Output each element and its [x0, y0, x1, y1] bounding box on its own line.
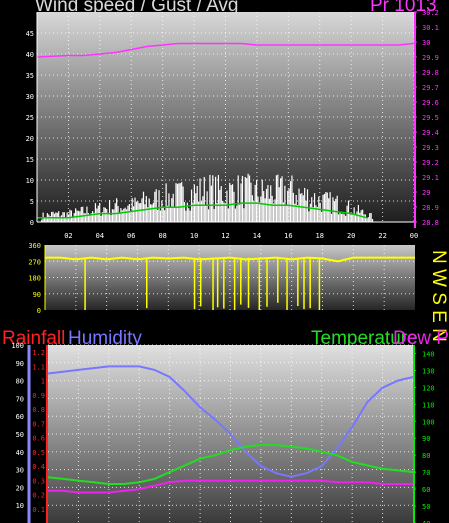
y-rain-tick-label: 0.4	[32, 463, 45, 471]
x-tick-label: 20	[347, 232, 355, 240]
humidity-temp-axes: 10 20 30 40 50 60 70 80 90 100 0.1 0.2 0.3 0.4 0.5 0.6 0…	[11, 342, 435, 523]
direction-grid	[45, 245, 415, 310]
humidity-label: Humidity	[68, 328, 142, 349]
pressure-line	[36, 42, 415, 58]
y-rain-tick-label: 0.1	[32, 506, 45, 514]
x-tick-label: 18	[316, 232, 324, 240]
y-temp-tick-label: 130	[422, 367, 435, 375]
y-rain-tick-label: 0.5	[32, 449, 45, 457]
y-humidity-tick-label: 90	[16, 360, 24, 368]
y-rain-tick-label: 0.7	[32, 420, 45, 428]
direction-axes: 0 90 180 270 360	[28, 242, 46, 315]
y-right-tick-label: 29.4	[422, 129, 439, 137]
y-right-tick-label: 30	[422, 39, 430, 47]
x-tick-label: 22	[378, 232, 386, 240]
y-temp-tick-label: 80	[422, 452, 430, 460]
wind-pressure-series	[36, 42, 415, 222]
y-right-tick-label: 30.2	[422, 9, 439, 17]
direction-line	[45, 256, 415, 263]
y-humidity-tick-label: 10	[16, 502, 24, 510]
x-tick-label: 14	[253, 232, 261, 240]
y-humidity-tick-label: 20	[16, 484, 24, 492]
y-humidity-tick-label: 60	[16, 413, 24, 421]
y-rain-tick-label: 0.9	[32, 392, 45, 400]
y-temp-tick-label: 100	[422, 418, 435, 426]
y-humidity-tick-label: 100	[11, 342, 24, 350]
y-right-tick-label: 29.2	[422, 159, 439, 167]
y-rain-tick-label: 1.2	[32, 349, 45, 357]
x-tick-label: 06	[127, 232, 135, 240]
y-right-tick-label: 29.6	[422, 99, 439, 107]
y-tick-label: 360	[28, 242, 41, 250]
dewpoint-label: Dew Point	[393, 328, 449, 349]
y-temp-tick-label: 50	[422, 503, 430, 511]
y-left-tick-label: 35	[26, 72, 34, 80]
dewpoint-line	[48, 479, 413, 494]
y-rain-tick-label: 0.6	[32, 435, 45, 443]
wind-pressure-axes: 0 5 10 15 20 25 30 35 40 45 02 04 06 08 10 12 14 16 18 20 22…	[26, 9, 439, 240]
y-tick-label: 270	[28, 258, 41, 266]
y-temp-tick-label: 60	[422, 486, 430, 494]
y-humidity-tick-label: 30	[16, 467, 24, 475]
y-right-tick-label: 29	[422, 189, 430, 197]
y-left-tick-label: 15	[26, 156, 34, 164]
y-left-tick-label: 20	[26, 135, 34, 143]
y-temp-tick-label: 70	[422, 469, 430, 477]
y-temp-tick-label: 110	[422, 401, 435, 409]
y-temp-tick-label: 120	[422, 384, 435, 392]
y-left-tick-label: 10	[26, 177, 34, 185]
y-rain-tick-label: 1.1	[32, 363, 45, 371]
y-rain-tick-label: 1	[41, 378, 45, 386]
x-tick-label: 02	[64, 232, 72, 240]
y-right-tick-label: 30.1	[422, 24, 439, 32]
y-left-tick-label: 30	[26, 93, 34, 101]
y-right-tick-label: 29.3	[422, 144, 439, 152]
x-tick-label: 10	[190, 232, 198, 240]
y-temp-tick-label: 40	[422, 520, 430, 523]
y-tick-label: 0	[37, 307, 41, 315]
y-rain-tick-label: 0.8	[32, 406, 45, 414]
y-temp-tick-label: 90	[422, 435, 430, 443]
y-right-tick-label: 29.9	[422, 54, 439, 62]
y-left-tick-label: 45	[26, 30, 34, 38]
y-humidity-tick-label: 40	[16, 449, 24, 457]
y-right-tick-label: 29.8	[422, 69, 439, 77]
y-left-tick-label: 40	[26, 51, 34, 59]
y-rain-tick-label: 0.3	[32, 477, 45, 485]
y-left-tick-label: 5	[30, 198, 34, 206]
humidity-line	[47, 365, 414, 478]
direction-series	[45, 256, 415, 310]
y-rain-tick-label: 0.2	[32, 492, 45, 500]
y-right-tick-label: 28.8	[422, 219, 439, 227]
y-humidity-tick-label: 50	[16, 431, 24, 439]
y-right-tick-label: 28.9	[422, 204, 439, 212]
x-tick-label: 12	[221, 232, 229, 240]
y-left-tick-label: 25	[26, 114, 34, 122]
temperature-label: Temperature	[311, 328, 418, 349]
y-tick-label: 90	[33, 291, 41, 299]
x-tick-label: 04	[96, 232, 104, 240]
y-right-tick-label: 29.7	[422, 84, 439, 92]
humidity-temp-series	[47, 365, 414, 494]
y-humidity-tick-label: 70	[16, 395, 24, 403]
y-left-tick-label: 0	[30, 219, 34, 227]
x-tick-label: 08	[158, 232, 166, 240]
wind-average-line	[37, 202, 368, 219]
x-tick-label: 00	[410, 232, 418, 240]
temperature-line	[47, 444, 414, 485]
y-right-tick-label: 29.1	[422, 174, 439, 182]
rainfall-label: Rainfall	[2, 328, 65, 349]
x-tick-label: 16	[284, 232, 292, 240]
y-humidity-tick-label: 80	[16, 378, 24, 386]
y-temp-tick-label: 140	[422, 350, 435, 358]
humidity-temp-grid	[48, 344, 413, 523]
compass-text: N W S E N	[428, 250, 449, 342]
y-tick-label: 180	[28, 275, 41, 283]
y-right-tick-label: 29.5	[422, 114, 439, 122]
